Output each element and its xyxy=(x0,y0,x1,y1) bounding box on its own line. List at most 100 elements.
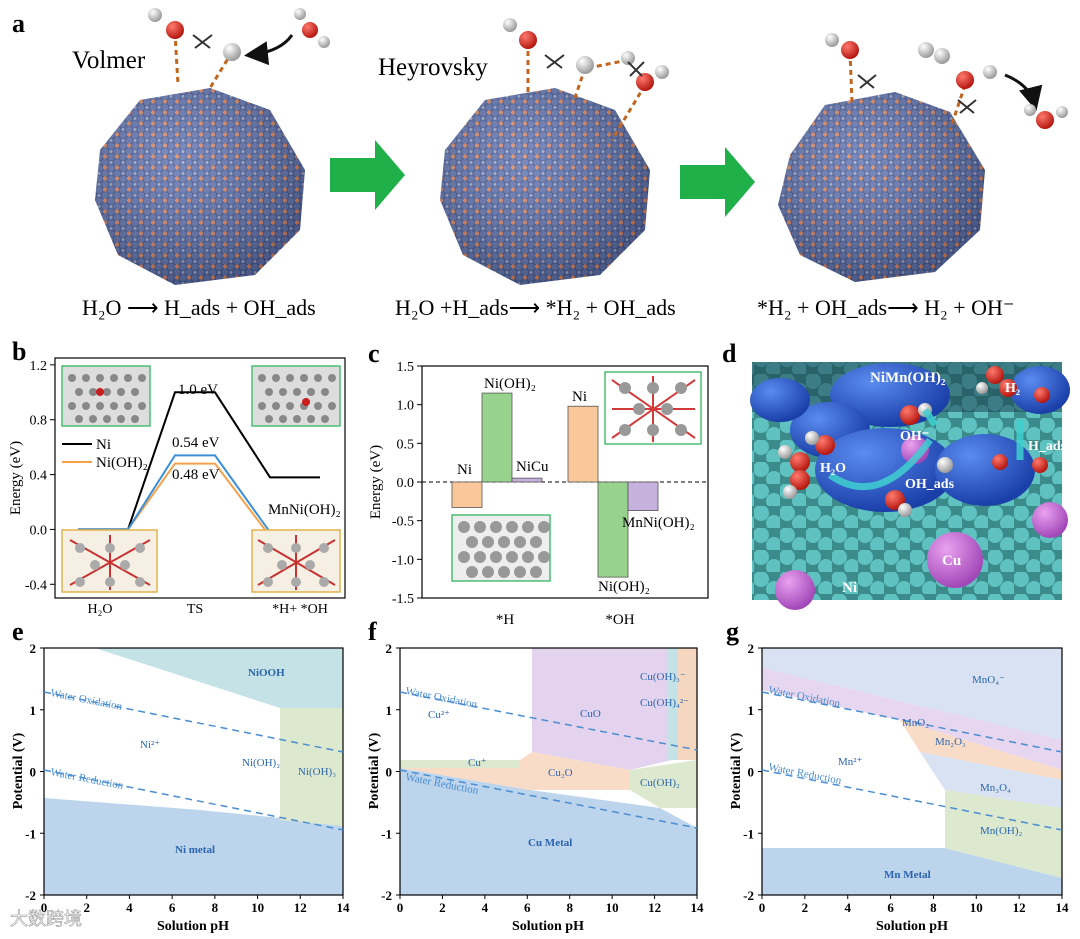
label-ni: Ni xyxy=(842,580,857,596)
ytick-label: -2 xyxy=(25,888,36,903)
xtick-label: 4 xyxy=(844,900,851,915)
c-xtick-label: *H xyxy=(496,612,515,628)
bar-label-ni-oh: Ni xyxy=(572,389,587,405)
c-bar xyxy=(627,481,659,512)
label-h2: H₂ xyxy=(1005,381,1020,396)
plot-g-oxidation-line xyxy=(761,691,1063,753)
xtick-label: 10 xyxy=(606,900,619,915)
plot-f-reduction-line xyxy=(399,769,698,829)
plot-e-oxidation-line xyxy=(43,691,344,753)
b-ytick-label: 0.8 xyxy=(30,414,48,429)
xtick-label: 12 xyxy=(1013,900,1026,915)
inset-b-top-right xyxy=(251,365,341,427)
plot-b-xticks: H₂O TS *H+ *OH xyxy=(87,602,327,617)
plot-f-oxidation-line xyxy=(399,691,698,751)
panel-c-label: c xyxy=(368,339,380,368)
panel-b: b Energy (eV) -0.4 0.0 0.4 0.8 1.2 H₂O TS *H+ … xyxy=(8,337,346,617)
plot-f-oxidation-label: Water Oxidation xyxy=(404,685,478,711)
b-ytick-label: -0.4 xyxy=(25,578,47,593)
xtick-label: 2 xyxy=(83,900,90,915)
ytick-label: 1 xyxy=(386,703,393,718)
ytick-label: -1 xyxy=(25,826,36,841)
ytick-label: -2 xyxy=(743,888,754,903)
plot-c-xticks: *H *OH xyxy=(496,612,635,628)
region-cuplus: Cu⁺ xyxy=(468,757,487,769)
label-h2o: H₂O xyxy=(820,461,846,476)
volmer-label: Volmer xyxy=(72,47,146,74)
bar-label-nicu: NiCu xyxy=(516,459,549,475)
xtick-label: 2 xyxy=(802,900,809,915)
legend-ni: Ni xyxy=(96,437,111,453)
ytick-label: -1 xyxy=(381,826,392,841)
green-arrow-2 xyxy=(680,147,755,217)
xtick-label: 6 xyxy=(524,900,531,915)
plot-c-ylabel: Energy (eV) xyxy=(368,445,384,519)
green-arrow-1 xyxy=(330,140,405,210)
label-cu: Cu xyxy=(942,553,961,569)
xtick-label: 14 xyxy=(1056,900,1070,915)
c-bar xyxy=(451,481,483,508)
region-mn2o3: Mn₂O₃ xyxy=(935,736,966,748)
ytick-label: -1 xyxy=(743,826,754,841)
ytick-label: 2 xyxy=(748,641,755,656)
b-ytick-label: 1.2 xyxy=(30,359,48,374)
c-bar xyxy=(511,477,543,483)
xtick-label: 2 xyxy=(439,900,446,915)
panel-e-label: e xyxy=(12,617,24,646)
inset-c-top-right xyxy=(604,371,702,445)
water-molecules xyxy=(778,366,1050,517)
region-cuoh4: Cu(OH)₄²⁻ xyxy=(640,697,689,709)
legend-nioh2: Ni(OH)₂ xyxy=(96,455,148,471)
plot-e-xlabel: Solution pH xyxy=(157,919,229,934)
panel-a-label: a xyxy=(12,9,25,38)
c-xtick-label: *OH xyxy=(605,612,634,628)
watermark: 大数跨境 xyxy=(10,909,82,930)
region-nioh2: Ni(OH)₂ xyxy=(242,757,280,769)
b-xtick-label: H₂O xyxy=(87,602,112,617)
annot-mnnioh2: MnNi(OH)₂ xyxy=(268,502,341,518)
label-oh-minus: OH⁻ xyxy=(900,429,929,444)
panel-f-label: f xyxy=(368,617,377,646)
xtick-label: 8 xyxy=(566,900,573,915)
xtick-label: 10 xyxy=(970,900,983,915)
xtick-label: 12 xyxy=(648,900,661,915)
region-cu-metal: Cu Metal xyxy=(528,837,572,849)
xtick-label: 0 xyxy=(41,900,48,915)
bar-label-mnnioh2: MnNi(OH)₂ xyxy=(622,515,695,531)
panel-e: e Water Oxidation Water Reduction NiOOH … xyxy=(11,617,350,934)
equation-volmer: H₂O ⟶ H_ads + OH_ads xyxy=(82,295,316,320)
molecule-release xyxy=(825,33,1068,131)
plot-g-xlabel: Solution pH xyxy=(876,919,948,934)
cyan-arrow-2 xyxy=(922,408,938,427)
inset-b-top-left xyxy=(61,365,151,427)
plot-g-ylabel: Potential (V) xyxy=(729,732,744,809)
xtick-label: 0 xyxy=(759,900,766,915)
xtick-label: 10 xyxy=(251,900,264,915)
heyrovsky-label: Heyrovsky xyxy=(378,54,488,81)
equation-heyrovsky: H₂O +H_ads⟶ *H₂ + OH_ads xyxy=(395,295,676,320)
c-bar xyxy=(597,481,629,578)
label-h-ads: H_ads xyxy=(1028,439,1067,454)
label-nimnoh2: NiMn(OH)₂ xyxy=(870,370,946,386)
inset-c-bottom-left xyxy=(451,514,551,582)
region-cu2plus: Cu²⁺ xyxy=(428,709,450,721)
c-ytick-label: 0.0 xyxy=(397,476,415,491)
c-ytick-label: -1.5 xyxy=(392,592,414,607)
region-mnoh2: Mn(OH)₂ xyxy=(980,825,1022,837)
region-cuoh2: Cu(OH)₂ xyxy=(640,777,680,789)
region-cuoh3: Cu(OH)₃⁻ xyxy=(640,671,686,683)
plot-g-reduction-line xyxy=(761,769,1063,831)
plot-e-reduction-label: Water Reduction xyxy=(49,766,124,792)
c-ytick-label: 1.5 xyxy=(397,360,415,375)
panel-b-label: b xyxy=(12,337,26,366)
panel-a: a Volmer Heyrovsky xyxy=(12,8,1068,320)
pink-atoms xyxy=(775,436,1068,610)
plot-f-regions xyxy=(400,648,697,895)
b-ytick-label: 0.4 xyxy=(30,469,48,484)
plot-c-bars xyxy=(451,392,659,578)
panel-d: d xyxy=(722,339,1070,610)
c-bar xyxy=(567,405,599,483)
xtick-label: 4 xyxy=(126,900,133,915)
